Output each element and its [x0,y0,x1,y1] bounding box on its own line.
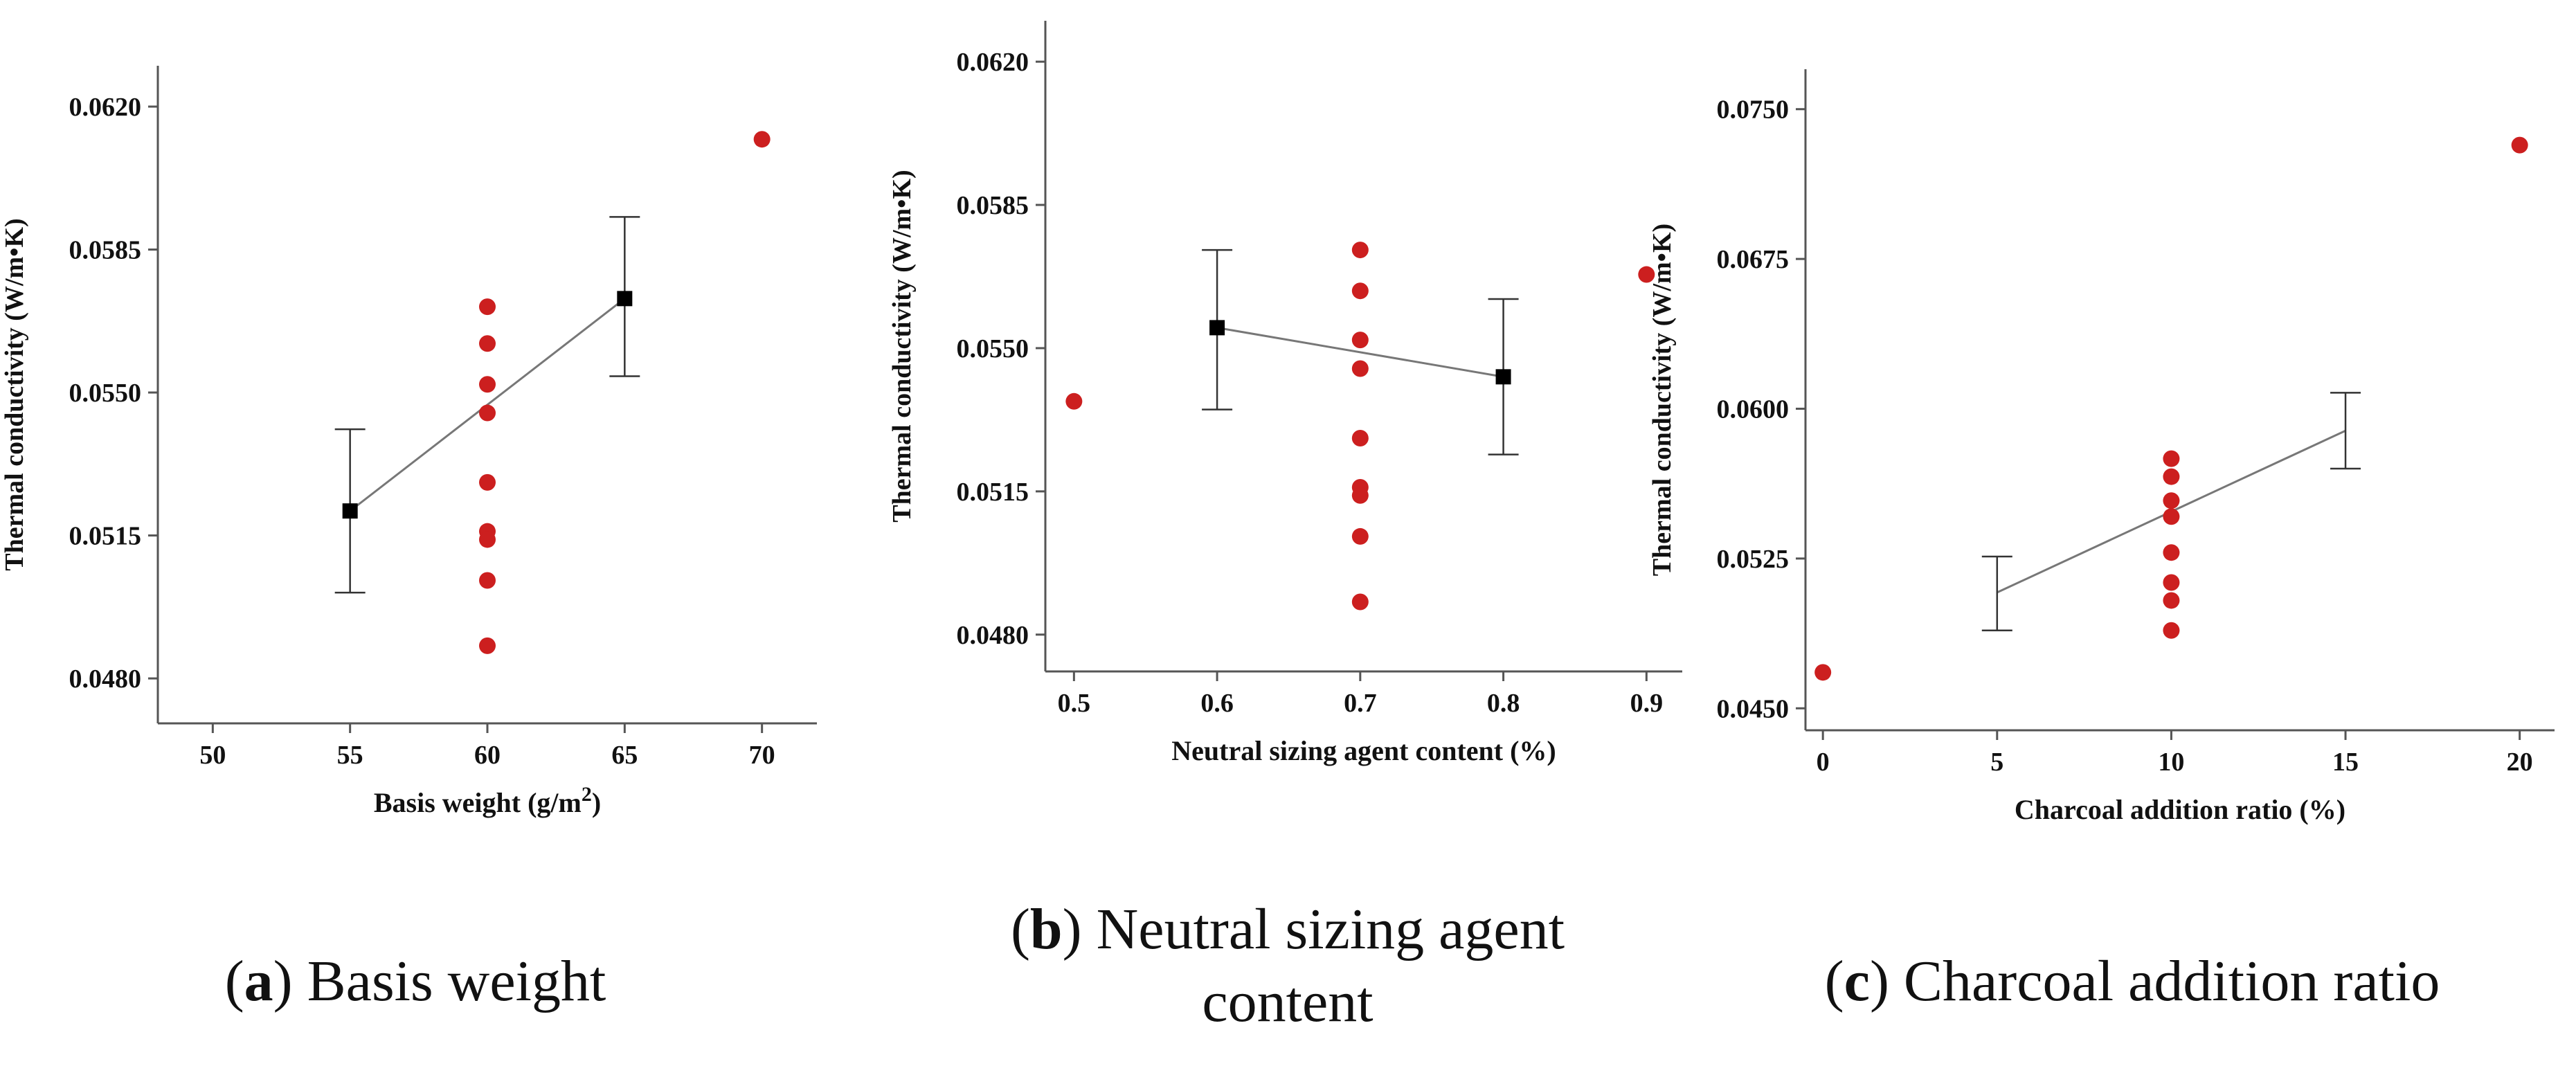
chart3-x-tick-label: 5 [1990,748,2003,777]
chart2-y-axis-label: Thermal conductivity (W/m•K) [888,170,917,522]
chart1-mean-marker [617,291,633,307]
chart2-data-point [1351,332,1369,349]
chart1-data-point [479,335,496,352]
chart2-data-point [1065,392,1083,410]
chart3-data-point [1814,664,1832,681]
chart1-data-point [479,473,496,491]
chart3-y-axis-label: Thermal conductivity (W/m•K) [1648,224,1677,576]
chart2-x-tick-label: 0.9 [1630,689,1664,718]
chart3-x-tick-label: 10 [2158,748,2184,777]
caption-a-text: Basis weight [307,949,606,1013]
chart2-mean-marker [1495,369,1511,385]
chart2-y-tick-label: 0.0550 [957,334,1029,363]
chart3-x-tick-label: 20 [2507,748,2533,777]
chart3-data-point [2163,468,2180,485]
chart2-data-point [1351,430,1369,447]
chart1-x-tick-label: 50 [199,741,226,770]
chart1-data-point [479,531,496,548]
chart1-data-point [479,298,496,316]
chart2-x-axis-label: Neutral sizing agent content (%) [1171,735,1556,766]
chart1-y-axis-label: Thermal conductivity (W/m•K) [0,218,29,570]
chart2-data-point [1351,282,1369,300]
caption-b: (b) Neutral sizing agent content [1010,897,1565,1034]
chart2-data-point [1638,266,1655,283]
chart1: 0.0480 0.0515 0.0550 0.0585 0.0620 50 55 60 65 70… [0,66,817,818]
chart3-data-point [2163,508,2180,525]
chart1-data-point [479,637,496,654]
chart2-data-point [1351,593,1369,611]
chart2: 0.0480 0.0515 0.0550 0.0585 0.0620 0.5 0.6 0.7 0… [888,21,1682,766]
chart3-data-point [2163,592,2180,609]
caption-b-text: Neutral sizing agent [1096,897,1565,961]
caption-a-letter: a [244,949,273,1013]
chart1-x-tick-label: 70 [749,741,775,770]
chart3-data-point [2163,450,2180,467]
chart1-mean-marker [342,503,358,519]
chart1-y-tick-label: 0.0550 [69,379,142,408]
chart1-x-axis-label-end: ) [592,787,601,818]
caption-b-text-line2: content [1202,970,1373,1034]
chart3-y-tick-label: 0.0675 [1717,245,1790,274]
caption-c: (c) Charcoal addition ratio [1824,949,2440,1013]
chart2-y-tick-label: 0.0620 [957,48,1029,77]
chart1-x-tick-label: 55 [337,741,363,770]
caption-c-text: Charcoal addition ratio [1903,949,2440,1013]
chart2-y-tick-label: 0.0480 [957,621,1029,650]
chart2-data-point [1351,242,1369,259]
chart1-y-tick-label: 0.0480 [69,665,142,694]
chart3: 0.0450 0.0525 0.0600 0.0675 0.0750 0 5 10 15 20 Ch… [1648,69,2555,825]
caption-c-letter: c [1844,949,1870,1013]
chart1-y-tick-label: 0.0620 [69,93,142,122]
chart2-x-tick-label: 0.5 [1058,689,1091,718]
chart1-x-tick-label: 60 [474,741,501,770]
chart3-x-tick-label: 0 [1817,748,1830,777]
chart3-y-tick-label: 0.0525 [1717,545,1790,574]
chart3-data-point [2163,492,2180,509]
chart1-data-point [479,376,496,393]
chart3-data-point [2163,622,2180,639]
chart2-data-point [1351,527,1369,545]
chart1-data-point [753,131,771,148]
chart3-data-point [2163,574,2180,591]
chart2-data-point [1351,487,1369,504]
chart1-data-point [479,572,496,589]
chart1-y-tick-label: 0.0585 [69,236,142,265]
chart2-y-tick-label: 0.0585 [957,191,1029,220]
chart2-x-tick-label: 0.6 [1200,689,1234,718]
chart3-x-axis-label: Charcoal addition ratio (%) [2015,794,2345,825]
caption-b-letter: b [1029,897,1063,961]
chart2-x-tick-label: 0.7 [1344,689,1377,718]
chart2-y-tick-label: 0.0515 [957,478,1029,507]
chart3-y-tick-label: 0.0750 [1717,96,1790,125]
chart3-y-tick-label: 0.0600 [1717,395,1790,424]
chart2-data-point [1351,360,1369,377]
chart3-data-point [2511,136,2528,154]
chart2-mean-line [1216,326,1504,378]
chart2-mean-marker [1209,320,1225,336]
chart3-y-tick-label: 0.0450 [1717,694,1790,723]
chart1-x-axis-label: Basis weight (g/m2) [374,783,601,819]
chart1-data-point [479,404,496,422]
chart1-x-axis-label-sup: 2 [582,783,592,806]
chart3-x-tick-label: 15 [2332,748,2359,777]
caption-a: (a) Basis weight [224,949,606,1013]
chart1-y-tick-label: 0.0515 [69,522,142,551]
chart1-x-tick-label: 65 [611,741,638,770]
chart3-data-point [2163,544,2180,561]
chart2-x-tick-label: 0.8 [1487,689,1520,718]
